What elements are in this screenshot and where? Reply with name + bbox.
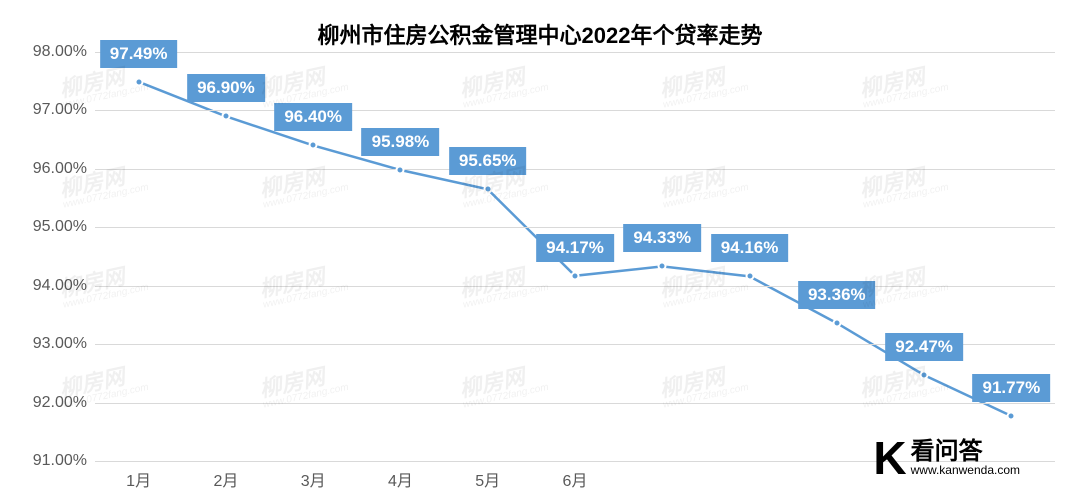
- x-axis-label: 3月: [301, 461, 326, 491]
- logo-cn: 看问答: [911, 440, 1020, 464]
- gridline: [95, 110, 1055, 111]
- data-label: 95.98%: [362, 128, 440, 156]
- logo-text: 看问答 www.kanwenda.com: [911, 440, 1020, 476]
- logo-overlay: K 看问答 www.kanwenda.com: [873, 431, 1020, 485]
- logo-url: www.kanwenda.com: [911, 464, 1020, 476]
- y-axis-label: 92.00%: [33, 394, 95, 412]
- data-label: 92.47%: [885, 333, 963, 361]
- gridline: [95, 227, 1055, 228]
- gridline: [95, 286, 1055, 287]
- data-label: 94.33%: [623, 224, 701, 252]
- data-label: 91.77%: [973, 374, 1051, 402]
- data-label: 97.49%: [100, 40, 178, 68]
- y-axis-label: 98.00%: [33, 43, 95, 61]
- plot-area: 91.00%92.00%93.00%94.00%95.00%96.00%97.0…: [95, 52, 1055, 461]
- x-axis-label: 6月: [563, 461, 588, 491]
- gridline: [95, 52, 1055, 53]
- chart-container: 柳州市住房公积金管理中心2022年个贷率走势 91.00%92.00%93.00…: [0, 0, 1080, 503]
- data-marker: [134, 77, 143, 86]
- gridline: [95, 403, 1055, 404]
- data-label: 96.90%: [187, 74, 265, 102]
- data-label: 96.40%: [274, 103, 352, 131]
- y-axis-label: 91.00%: [33, 452, 95, 470]
- x-axis-label: 4月: [388, 461, 413, 491]
- data-marker: [221, 112, 230, 121]
- y-axis-label: 96.00%: [33, 160, 95, 178]
- y-axis-label: 93.00%: [33, 335, 95, 353]
- y-axis-label: 94.00%: [33, 277, 95, 295]
- logo-glyph: K: [873, 431, 902, 485]
- x-axis-label: 2月: [213, 461, 238, 491]
- data-marker: [571, 271, 580, 280]
- data-marker: [920, 371, 929, 380]
- x-axis-label: 1月: [126, 461, 151, 491]
- data-marker: [1007, 412, 1016, 421]
- data-marker: [745, 272, 754, 281]
- data-marker: [658, 262, 667, 271]
- y-axis-label: 95.00%: [33, 218, 95, 236]
- x-axis-label: 5月: [475, 461, 500, 491]
- data-marker: [483, 185, 492, 194]
- data-label: 94.17%: [536, 234, 614, 262]
- data-label: 95.65%: [449, 147, 527, 175]
- data-marker: [832, 319, 841, 328]
- data-label: 94.16%: [711, 234, 789, 262]
- data-marker: [396, 166, 405, 175]
- data-label: 93.36%: [798, 281, 876, 309]
- y-axis-label: 97.00%: [33, 101, 95, 119]
- gridline: [95, 169, 1055, 170]
- data-marker: [309, 141, 318, 150]
